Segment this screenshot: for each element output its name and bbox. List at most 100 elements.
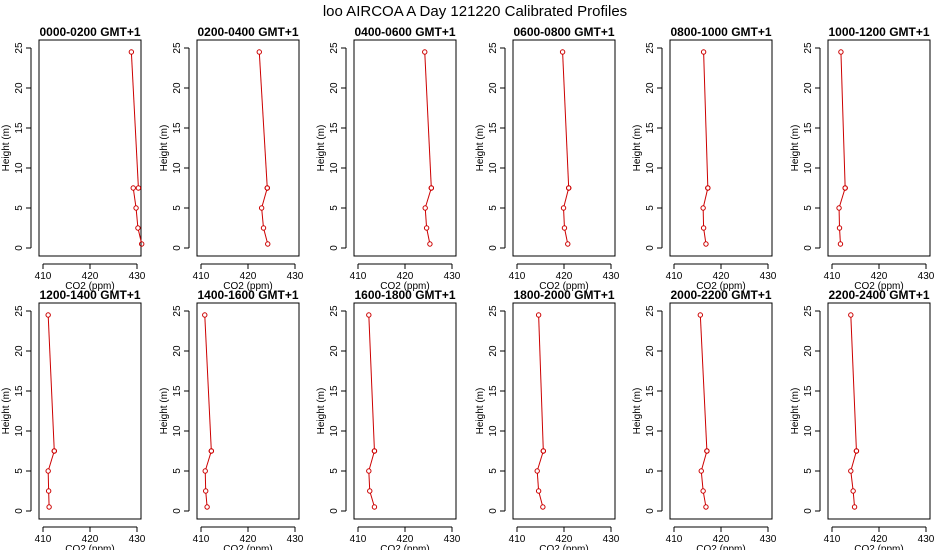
profile-panel: 2200-2400 GMT+1 410 420 430 CO2 (ppm) 0 5 10 15 2… (790, 288, 935, 550)
profile-point (703, 241, 709, 247)
y-axis-label: Height (m) (475, 388, 486, 435)
profile-segment (48, 452, 55, 470)
y-tick-label: 15 (645, 122, 656, 134)
x-tick-label: 430 (444, 534, 461, 545)
profile-point (703, 504, 709, 510)
panel-title: 0000-0200 GMT+1 (39, 25, 140, 39)
y-tick-label: 0 (488, 508, 499, 514)
y-tick-label: 5 (329, 468, 340, 474)
plot-frame (353, 39, 457, 257)
profile-point (130, 185, 136, 191)
profile-point (698, 468, 704, 474)
y-tick-label: 25 (803, 42, 814, 54)
profile-segment (840, 54, 846, 186)
x-tick-label: 410 (35, 271, 52, 282)
y-tick-label: 20 (803, 82, 814, 94)
profile-segment (703, 54, 709, 186)
x-tick-label: 430 (603, 271, 620, 282)
profile-segment (133, 190, 137, 206)
y-axis-label: Height (m) (790, 125, 801, 172)
y-tick-label: 10 (172, 162, 183, 174)
profile-segment (205, 493, 208, 505)
x-tick-label: 410 (509, 271, 526, 282)
profile-point (135, 185, 142, 191)
profile-panel: 0600-0800 GMT+1 410 420 430 CO2 (ppm) 0 5 10 15 2… (475, 25, 620, 292)
y-tick-label: 5 (14, 468, 25, 474)
profile-point (422, 205, 428, 211)
profile-segment (699, 317, 708, 449)
profile-segment (562, 54, 570, 186)
plot-frame (196, 302, 300, 520)
profile-point (128, 49, 135, 55)
x-tick-label: 430 (918, 534, 935, 545)
profile-point (700, 488, 706, 494)
y-tick-label: 0 (329, 245, 340, 251)
y-tick-label: 25 (172, 42, 183, 54)
plot-frame (512, 302, 616, 520)
profile-panel: 0800-1000 GMT+1 410 420 430 CO2 (ppm) 0 5 10 15 2… (632, 25, 777, 292)
profile-point (208, 448, 215, 454)
profile-point (51, 448, 57, 454)
x-tick-label: 410 (350, 534, 367, 545)
y-axis-label: Height (m) (159, 125, 170, 172)
profile-point (851, 504, 858, 510)
x-tick-label: 430 (287, 534, 304, 545)
y-axis-label: Height (m) (632, 388, 643, 435)
x-tick-label: 430 (760, 271, 777, 282)
x-tick-label: 410 (824, 534, 841, 545)
profile-point (836, 205, 842, 211)
y-tick-label: 25 (645, 305, 656, 317)
panel-title: 1600-1800 GMT+1 (354, 288, 455, 302)
y-tick-label: 15 (329, 122, 340, 134)
y-tick-label: 10 (645, 425, 656, 437)
y-tick-label: 25 (329, 305, 340, 317)
x-axis-label: CO2 (ppm) (539, 281, 588, 292)
panel-title: 0400-0600 GMT+1 (354, 25, 455, 39)
y-tick-label: 0 (645, 508, 656, 514)
plot-frame (38, 302, 142, 520)
plot-frame (827, 39, 931, 257)
x-axis-label: CO2 (ppm) (223, 281, 272, 292)
profile-point (853, 448, 860, 454)
profile-segment (130, 54, 139, 186)
y-tick-label: 20 (172, 82, 183, 94)
profile-segment (263, 229, 268, 243)
panel-title: 1400-1600 GMT+1 (197, 288, 298, 302)
profile-point (264, 185, 270, 191)
profile-point (535, 488, 542, 494)
y-tick-label: 5 (488, 468, 499, 474)
y-axis-label: Height (m) (790, 388, 801, 435)
profile-point (422, 49, 428, 55)
y-tick-label: 15 (14, 122, 25, 134)
profile-panel: 0400-0600 GMT+1 410 420 430 CO2 (ppm) 0 5 10 15 2… (316, 25, 461, 292)
x-axis-label: CO2 (ppm) (854, 544, 903, 550)
x-tick-label: 420 (713, 271, 730, 282)
y-tick-label: 25 (172, 305, 183, 317)
y-tick-label: 25 (488, 305, 499, 317)
profile-segment (538, 317, 544, 449)
y-tick-label: 10 (803, 162, 814, 174)
profile-point (535, 312, 542, 318)
y-tick-label: 20 (488, 82, 499, 94)
y-tick-label: 20 (172, 345, 183, 357)
profile-segment (424, 54, 432, 186)
x-tick-label: 420 (556, 534, 573, 545)
x-tick-label: 420 (871, 271, 888, 282)
x-tick-label: 420 (871, 534, 888, 545)
profile-point (700, 205, 706, 211)
profile-segment (135, 210, 139, 226)
y-tick-label: 15 (488, 385, 499, 397)
profile-point (45, 488, 52, 494)
profile-point (204, 504, 210, 510)
y-tick-label: 10 (488, 162, 499, 174)
y-tick-label: 15 (488, 122, 499, 134)
profile-point (842, 185, 848, 191)
panel-title: 1000-1200 GMT+1 (828, 25, 929, 39)
profile-point (565, 241, 571, 247)
profile-point (540, 448, 547, 454)
plot-frame (196, 39, 300, 257)
y-tick-label: 20 (803, 345, 814, 357)
profile-panel: 1400-1600 GMT+1 410 420 430 CO2 (ppm) 0 5 10 15 2… (159, 288, 304, 550)
y-axis-label: Height (m) (632, 125, 643, 172)
y-tick-label: 10 (14, 425, 25, 437)
